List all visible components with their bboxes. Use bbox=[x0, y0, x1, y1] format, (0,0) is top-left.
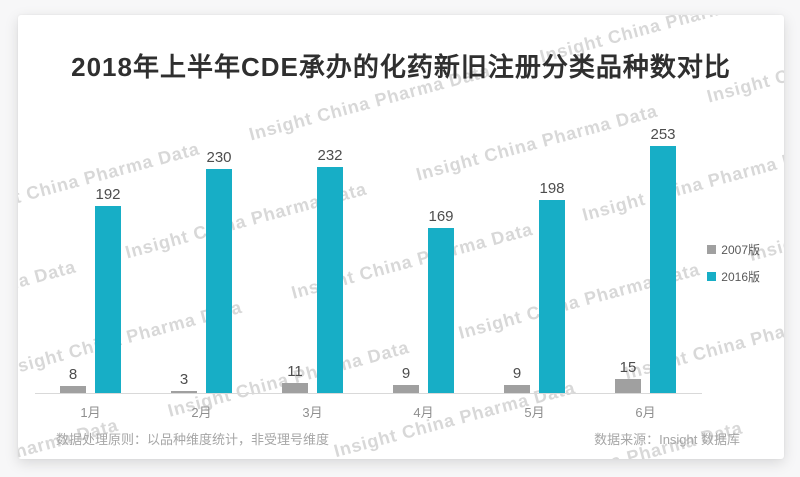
bar-2007版-5月 bbox=[504, 385, 530, 394]
bar-group-6月: 15 253 bbox=[615, 127, 676, 394]
value-label-2007版-4月: 9 bbox=[401, 365, 411, 382]
bar-col-2007版-3月: 11 bbox=[282, 364, 308, 394]
value-label-2016版-2月: 230 bbox=[206, 149, 232, 166]
bar-group-2月: 3 230 bbox=[171, 150, 232, 394]
bar-col-2007版-4月: 9 bbox=[393, 366, 419, 394]
category-label-1月: 1月 bbox=[80, 405, 101, 420]
bar-group-4月: 9 169 bbox=[393, 209, 454, 394]
bar-2016版-1月 bbox=[95, 206, 121, 394]
category-label-6月: 6月 bbox=[635, 405, 656, 420]
chart-title: 2018年上半年CDE承办的化药新旧注册分类品种数对比 bbox=[71, 52, 731, 82]
chart-legend: 2007版 2016版 bbox=[707, 241, 760, 285]
value-label-2007版-5月: 9 bbox=[512, 365, 522, 382]
bar-2007版-3月 bbox=[282, 383, 308, 394]
value-label-2016版-3月: 232 bbox=[317, 147, 343, 164]
bar-col-2007版-6月: 15 bbox=[615, 360, 641, 394]
bar-group-5月: 9 198 bbox=[504, 181, 565, 394]
value-label-2016版-5月: 198 bbox=[539, 180, 565, 197]
bar-col-2007版-5月: 9 bbox=[504, 366, 530, 394]
x-axis-line bbox=[35, 393, 702, 394]
bar-col-2007版-1月: 8 bbox=[60, 367, 86, 394]
bar-2016版-5月 bbox=[539, 200, 565, 394]
legend-item-2016: 2016版 bbox=[707, 268, 760, 285]
bar-col-2016版-6月: 253 bbox=[650, 127, 676, 394]
bar-2016版-4月 bbox=[428, 228, 454, 394]
bar-col-2007版-2月: 3 bbox=[171, 372, 197, 394]
value-label-2016版-1月: 192 bbox=[95, 186, 121, 203]
bar-2016版-2月 bbox=[206, 169, 232, 394]
value-label-2007版-1月: 8 bbox=[68, 366, 78, 383]
legend-swatch-2007-icon bbox=[707, 245, 717, 254]
bar-col-2016版-1月: 192 bbox=[95, 187, 121, 394]
category-label-3月: 3月 bbox=[302, 405, 323, 420]
category-label-5月: 5月 bbox=[524, 405, 545, 420]
data-processing-note: 数据处理原则：以品种维度统计，非受理号维度 bbox=[56, 432, 330, 447]
x-axis-labels: 1月 2月 3月 4月 5月 6月 bbox=[60, 402, 676, 421]
bar-2016版-6月 bbox=[650, 146, 676, 394]
bar-col-2016版-4月: 169 bbox=[428, 209, 454, 394]
legend-swatch-2016-icon bbox=[707, 272, 717, 281]
bar-2007版-2月 bbox=[171, 391, 197, 394]
value-label-2007版-3月: 11 bbox=[287, 363, 303, 380]
category-label-4月: 4月 bbox=[413, 405, 434, 420]
bar-plot: 8 192 3 230 11 232 9 169 9 198 15 253 bbox=[60, 127, 676, 394]
legend-label-2007: 2007版 bbox=[721, 243, 760, 257]
value-label-2007版-2月: 3 bbox=[179, 371, 189, 388]
bar-2007版-4月 bbox=[393, 385, 419, 394]
bar-col-2016版-5月: 198 bbox=[539, 181, 565, 394]
legend-item-2007: 2007版 bbox=[707, 241, 760, 258]
bar-2016版-3月 bbox=[317, 167, 343, 394]
bar-group-1月: 8 192 bbox=[60, 187, 121, 394]
bar-group-3月: 11 232 bbox=[282, 148, 343, 394]
bar-col-2016版-3月: 232 bbox=[317, 148, 343, 394]
legend-label-2016: 2016版 bbox=[721, 270, 760, 284]
data-source-note: 数据来源：Insight 数据库 bbox=[594, 432, 740, 447]
category-label-2月: 2月 bbox=[191, 405, 212, 420]
chart-card: Insight China Pharma DataInsight China P… bbox=[18, 15, 784, 459]
bar-2007版-1月 bbox=[60, 386, 86, 394]
value-label-2007版-6月: 15 bbox=[619, 359, 637, 376]
value-label-2016版-4月: 169 bbox=[428, 208, 454, 225]
value-label-2016版-6月: 253 bbox=[650, 126, 676, 143]
bar-col-2016版-2月: 230 bbox=[206, 150, 232, 394]
bar-2007版-6月 bbox=[615, 379, 641, 394]
